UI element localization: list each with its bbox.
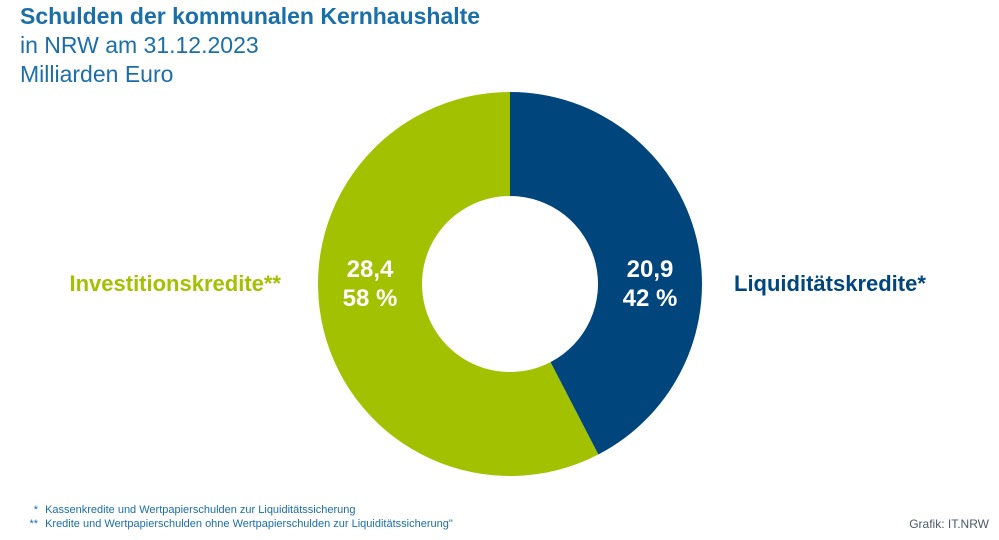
footnote-2-marker: ** xyxy=(29,518,38,530)
legend-label-liquidity-marker: * xyxy=(917,271,926,296)
footnote-2-text: Kredite und Wertpapierschulden ohne Wert… xyxy=(45,518,453,530)
graphic-credit: Grafik: IT.NRW xyxy=(909,517,989,531)
data-label-investment-value: 28,4 xyxy=(347,256,394,283)
chart-title: Schulden der kommunalen Kernhaushalte xyxy=(20,3,481,29)
data-label-liquidity-percent: 42 % xyxy=(623,285,678,312)
data-label-investment-percent: 58 % xyxy=(343,285,398,312)
legend-label-investment-marker: ** xyxy=(263,271,281,296)
title-block: Schulden der kommunalen Kernhaushalte in… xyxy=(20,2,480,89)
footnote-2: ** Kredite und Wertpapierschulden ohne W… xyxy=(20,517,453,531)
data-label-liquidity-value: 20,9 xyxy=(627,256,674,283)
footnote-1: * Kassenkredite und Wertpapierschulden z… xyxy=(20,503,453,517)
footnote-1-text: Kassenkredite und Wertpapierschulden zur… xyxy=(45,504,356,516)
footnotes: * Kassenkredite und Wertpapierschulden z… xyxy=(20,503,453,531)
footnote-1-marker: * xyxy=(33,504,38,516)
legend-label-investment-text: Investitionskredite xyxy=(69,271,264,296)
legend-label-liquidity: Liquiditätskredite* xyxy=(734,271,926,297)
chart-subtitle-date: in NRW am 31.12.2023 xyxy=(20,32,259,58)
donut-slice-investment xyxy=(318,92,599,476)
legend-label-liquidity-text: Liquiditätskredite xyxy=(734,271,918,296)
legend-label-investment: Investitionskredite** xyxy=(69,271,281,297)
chart-subtitle-unit: Milliarden Euro xyxy=(20,61,174,87)
donut-slice-liquidity xyxy=(510,92,703,455)
